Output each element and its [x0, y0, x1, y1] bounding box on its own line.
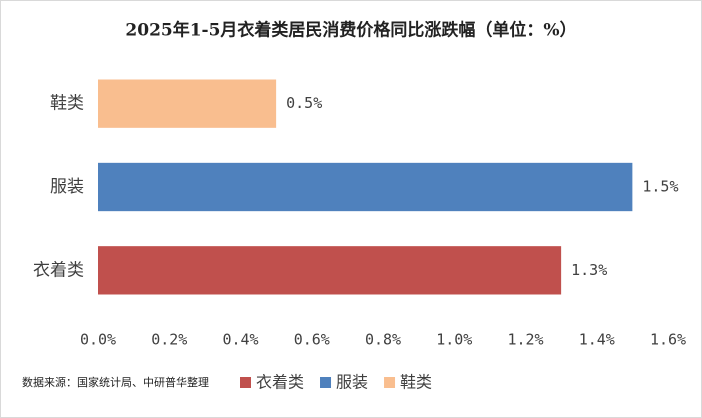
- y-tick-label: 服装: [50, 177, 84, 197]
- x-tick-label: 1.4%: [579, 331, 615, 349]
- legend-label: 服装: [336, 373, 368, 392]
- source-note: 数据来源：国家统计局、中研普华整理: [22, 375, 209, 389]
- bar: [98, 79, 277, 128]
- legend-swatch: [320, 377, 332, 388]
- legend-swatch: [384, 377, 396, 388]
- legend-swatch: [240, 377, 251, 388]
- x-tick-label: 0.6%: [294, 331, 330, 349]
- x-tick-label: 0.0%: [80, 331, 116, 349]
- value-label: 0.5%: [286, 94, 322, 112]
- x-tick-label: 0.2%: [151, 331, 187, 349]
- y-tick-label: 鞋类: [50, 94, 84, 114]
- chart-title: 2025年1-5月衣着类居民消费价格同比涨跌幅（单位：%）: [125, 20, 576, 41]
- x-tick-label: 0.8%: [365, 331, 401, 349]
- value-label: 1.3%: [571, 261, 607, 279]
- bar: [98, 246, 562, 295]
- y-tick-label: 衣着类: [33, 260, 84, 280]
- bar: [98, 162, 633, 212]
- x-tick-label: 0.4%: [222, 331, 258, 349]
- legend-label: 衣着类: [256, 373, 304, 392]
- x-tick-label: 1.6%: [650, 331, 686, 349]
- x-tick-label: 1.2%: [507, 331, 543, 349]
- x-tick-label: 1.0%: [436, 331, 472, 349]
- legend-label: 鞋类: [400, 373, 432, 392]
- value-label: 1.5%: [642, 178, 678, 196]
